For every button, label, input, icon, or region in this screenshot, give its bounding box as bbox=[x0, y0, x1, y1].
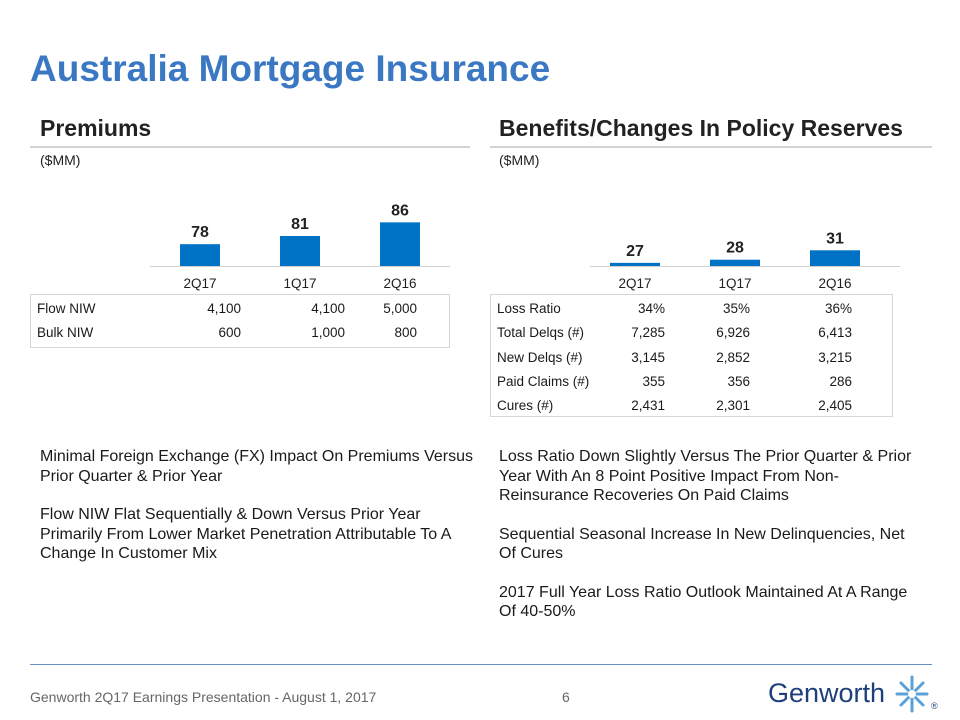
row-label: Flow NIW bbox=[37, 301, 96, 316]
logo-registered-mark: ® bbox=[931, 701, 938, 711]
x-tick-label: 1Q17 bbox=[718, 276, 751, 291]
row-value: 356 bbox=[727, 373, 750, 389]
row-value: 2,431 bbox=[631, 398, 665, 414]
bar-2Q16 bbox=[380, 222, 420, 266]
bar-1Q17 bbox=[280, 236, 320, 266]
page-number: 6 bbox=[562, 689, 570, 705]
table-row: Bulk NIW 600 1,000 800 bbox=[31, 321, 449, 345]
row-value: 3,145 bbox=[631, 349, 665, 365]
footer-divider bbox=[30, 664, 932, 665]
row-value: 800 bbox=[394, 325, 417, 341]
row-label: New Delqs (#) bbox=[497, 349, 583, 365]
x-tick-label: 2Q16 bbox=[383, 276, 416, 291]
bar-2Q17 bbox=[180, 244, 220, 266]
premiums-heading: Premiums bbox=[40, 115, 152, 141]
premiums-unit: ($MM) bbox=[40, 152, 81, 168]
row-value: 6,413 bbox=[818, 325, 852, 341]
row-value: 36% bbox=[824, 301, 852, 316]
benefits-table: Loss Ratio 34% 35% 36% Total Delqs (#) 7,285 6… bbox=[490, 294, 893, 417]
data-label: 28 bbox=[726, 240, 744, 257]
row-value: 2,405 bbox=[818, 398, 852, 414]
row-value: 1,000 bbox=[311, 325, 345, 341]
row-value: 34% bbox=[637, 301, 665, 316]
row-value: 4,100 bbox=[207, 301, 241, 316]
bar-2Q16 bbox=[810, 250, 860, 266]
premiums-chart: 78 2Q17 81 1Q17 86 2Q16 bbox=[150, 190, 450, 300]
row-value: 35% bbox=[722, 301, 750, 316]
row-value: 3,215 bbox=[818, 349, 852, 365]
row-label: Cures (#) bbox=[497, 398, 554, 414]
bullet-text: Sequential Seasonal Increase In New Deli… bbox=[499, 525, 905, 563]
page-title: Australia Mortgage Insurance bbox=[30, 48, 551, 89]
logo-wordmark: Genworth bbox=[768, 678, 886, 708]
bullet-text: Flow NIW Flat Sequentially & Down Versus… bbox=[40, 506, 451, 562]
row-label: Paid Claims (#) bbox=[497, 373, 590, 389]
premiums-chart-svg: 78 2Q17 81 1Q17 86 2Q16 bbox=[150, 202, 450, 291]
table-row: Paid Claims (#) 355 356 286 bbox=[491, 370, 892, 394]
bullet-text: Minimal Foreign Exchange (FX) Impact On … bbox=[40, 448, 474, 485]
x-tick-label: 2Q17 bbox=[183, 276, 216, 291]
data-label: 31 bbox=[826, 230, 844, 247]
premiums-divider bbox=[30, 146, 470, 148]
row-label: Bulk NIW bbox=[37, 325, 94, 341]
benefits-heading: Benefits/Changes In Policy Reserves bbox=[499, 115, 903, 141]
row-value: 7,285 bbox=[631, 325, 665, 341]
table-row: Total Delqs (#) 7,285 6,926 6,413 bbox=[491, 321, 892, 345]
row-value: 355 bbox=[642, 373, 665, 389]
data-label: 78 bbox=[191, 224, 209, 241]
benefits-chart: 27 2Q17 28 1Q17 31 2Q16 bbox=[590, 214, 900, 300]
row-value: 6,926 bbox=[716, 325, 750, 341]
row-value: 286 bbox=[829, 373, 852, 389]
data-label: 27 bbox=[626, 243, 644, 260]
row-value: 5,000 bbox=[383, 301, 417, 316]
row-label: Total Delqs (#) bbox=[497, 325, 585, 341]
table-row: New Delqs (#) 3,145 2,852 3,215 bbox=[491, 346, 892, 370]
row-value: 2,852 bbox=[716, 349, 750, 365]
benefits-unit: ($MM) bbox=[499, 152, 540, 168]
data-label: 81 bbox=[291, 216, 309, 233]
genworth-logo: Genworth ® bbox=[768, 672, 948, 716]
footer-text: Genworth 2Q17 Earnings Presentation - Au… bbox=[30, 689, 377, 705]
benefits-bullets: Loss Ratio Down Slightly Versus The Prio… bbox=[499, 447, 924, 641]
x-tick-label: 2Q17 bbox=[618, 276, 651, 291]
bullet-text: Loss Ratio Down Slightly Versus The Prio… bbox=[499, 448, 912, 504]
premiums-table: Flow NIW 4,100 4,100 5,000 Bulk NIW 600 1,000 8… bbox=[30, 294, 450, 348]
row-value: 600 bbox=[218, 325, 241, 341]
premiums-bullets: Minimal Foreign Exchange (FX) Impact On … bbox=[40, 447, 480, 583]
logo-starburst-icon: ® bbox=[895, 675, 938, 713]
table-row: Loss Ratio 34% 35% 36% bbox=[491, 297, 892, 321]
x-tick-label: 1Q17 bbox=[283, 276, 316, 291]
data-label: 86 bbox=[391, 202, 409, 219]
row-value: 2,301 bbox=[716, 398, 750, 414]
table-row: Flow NIW 4,100 4,100 5,000 bbox=[31, 297, 449, 321]
bar-1Q17 bbox=[710, 259, 760, 266]
benefits-divider bbox=[490, 146, 932, 148]
bar-2Q17 bbox=[610, 262, 660, 266]
benefits-chart-svg: 27 2Q17 28 1Q17 31 2Q16 bbox=[590, 230, 900, 291]
table-row: Cures (#) 2,431 2,301 2,405 bbox=[491, 394, 892, 418]
row-value: 4,100 bbox=[311, 301, 345, 316]
bullet-text: 2017 Full Year Loss Ratio Outlook Mainta… bbox=[499, 583, 908, 621]
row-label: Loss Ratio bbox=[497, 301, 561, 316]
x-tick-label: 2Q16 bbox=[818, 276, 851, 291]
